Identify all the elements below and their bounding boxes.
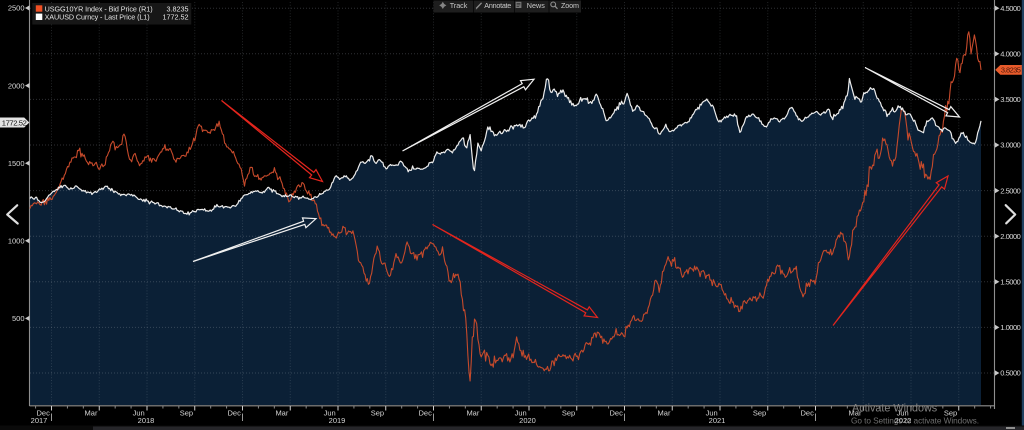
svg-text:Mar: Mar [275, 409, 288, 418]
svg-text:0.5000: 0.5000 [1000, 369, 1021, 378]
svg-text:Sep: Sep [753, 409, 766, 418]
svg-text:2000: 2000 [8, 81, 25, 90]
svg-text:Sep: Sep [371, 409, 384, 418]
svg-text:USGG10YR Index - Bid Price (R1: USGG10YR Index - Bid Price (R1) [45, 4, 153, 13]
svg-text:Dec: Dec [801, 409, 815, 418]
svg-text:Go to Settings to activate Win: Go to Settings to activate Windows. [851, 416, 979, 426]
svg-text:2500: 2500 [8, 4, 25, 13]
svg-text:Jun: Jun [706, 409, 718, 418]
svg-text:Mar: Mar [85, 409, 98, 418]
svg-text:1.0000: 1.0000 [1000, 323, 1021, 332]
svg-text:3.0000: 3.0000 [1000, 141, 1021, 150]
svg-text:4.5000: 4.5000 [1000, 4, 1021, 13]
svg-text:Sep: Sep [562, 409, 575, 418]
svg-text:2020: 2020 [519, 416, 536, 425]
svg-text:Activate Windows: Activate Windows [852, 403, 938, 415]
svg-text:Jun: Jun [133, 409, 145, 418]
svg-text:2019: 2019 [329, 416, 346, 425]
svg-text:Dec: Dec [610, 409, 624, 418]
svg-text:4.0000: 4.0000 [1000, 50, 1021, 59]
svg-text:Jun: Jun [324, 409, 336, 418]
svg-text:Mar: Mar [466, 409, 479, 418]
svg-text:1500: 1500 [8, 159, 25, 168]
svg-text:Zoom: Zoom [561, 1, 579, 10]
svg-text:Sep: Sep [944, 409, 957, 418]
svg-text:2017: 2017 [31, 416, 48, 425]
svg-text:Dec: Dec [228, 409, 242, 418]
svg-text:Jun: Jun [515, 409, 527, 418]
svg-text:Dec: Dec [37, 409, 51, 418]
svg-text:2.0000: 2.0000 [1000, 232, 1021, 241]
svg-text:Mar: Mar [658, 409, 671, 418]
svg-text:2021: 2021 [709, 416, 726, 425]
svg-text:3.5000: 3.5000 [1000, 95, 1021, 104]
svg-text:3.8235: 3.8235 [167, 4, 189, 13]
svg-text:Dec: Dec [419, 409, 433, 418]
svg-text:1772.52: 1772.52 [163, 13, 189, 22]
svg-text:1000: 1000 [8, 237, 25, 246]
svg-text:Track: Track [450, 1, 468, 10]
svg-text:Jun: Jun [897, 409, 909, 418]
svg-text:500: 500 [12, 314, 25, 323]
svg-text:Sep: Sep [180, 409, 193, 418]
svg-text:1.5000: 1.5000 [1000, 278, 1021, 287]
svg-text:2022: 2022 [895, 416, 912, 425]
svg-text:News: News [527, 1, 545, 10]
svg-text:Mar: Mar [849, 409, 862, 418]
svg-text:2.5000: 2.5000 [1000, 186, 1021, 195]
svg-text:XAUUSD Curncy - Last Price (L1: XAUUSD Curncy - Last Price (L1) [45, 13, 150, 22]
svg-text:1772.52: 1772.52 [2, 118, 27, 127]
svg-text:Annotate: Annotate [484, 1, 511, 10]
svg-text:3.8235: 3.8235 [1001, 66, 1021, 75]
svg-text:2018: 2018 [138, 416, 155, 425]
